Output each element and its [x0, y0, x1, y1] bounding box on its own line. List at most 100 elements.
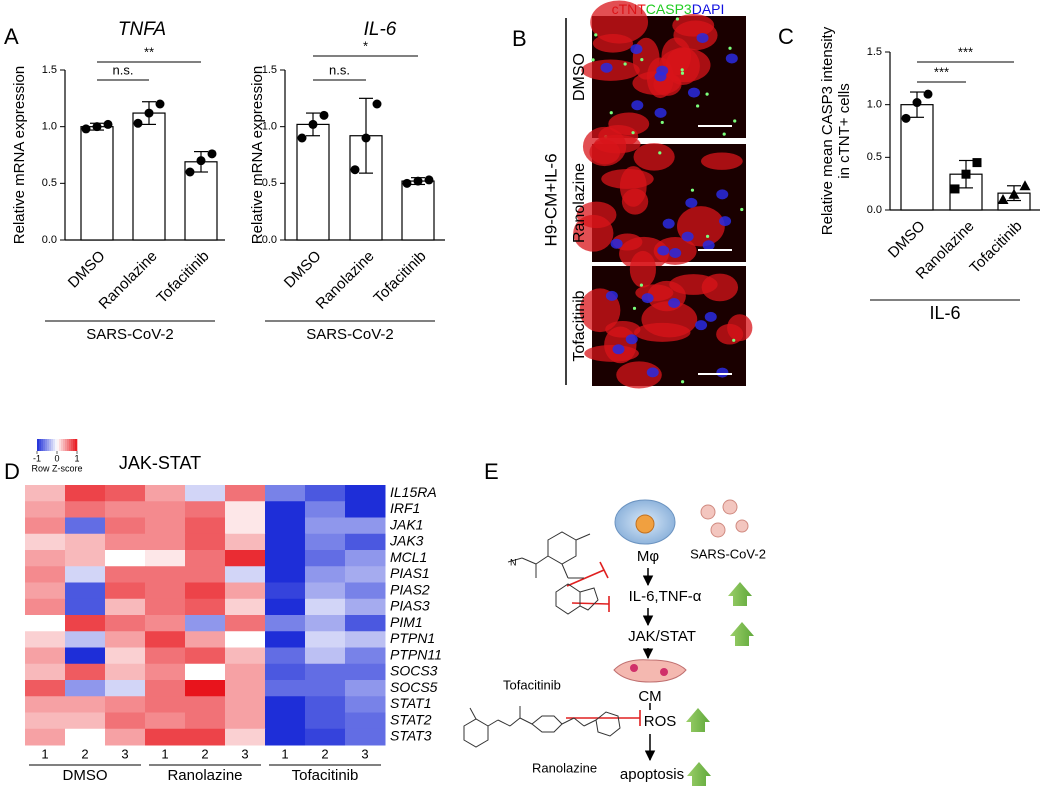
x-tick-label: DMSO	[885, 218, 929, 262]
point	[350, 165, 360, 175]
x-tick-label: DMSO	[281, 248, 325, 292]
heatmap-cell	[225, 663, 266, 681]
heatmap-cell	[105, 566, 146, 583]
heatmap-cell	[145, 566, 186, 583]
heatmap-cell	[105, 615, 146, 632]
y-tick-label: 0.0	[42, 234, 57, 246]
heatmap-cell	[25, 712, 66, 730]
chart-title: TNFA	[118, 19, 166, 40]
row-label: PIAS3	[390, 598, 430, 614]
column-label: 3	[361, 746, 368, 761]
heatmap-cell	[25, 598, 66, 616]
row-label: PTPN11	[390, 646, 442, 662]
y-tick-label: 0.5	[42, 177, 57, 189]
heatmap-cell	[225, 501, 266, 518]
significance-label: *	[363, 38, 368, 53]
heatmap-cell	[345, 631, 386, 648]
cell	[592, 34, 634, 53]
heatmap-cell	[145, 517, 186, 535]
nucleus	[696, 32, 709, 43]
condition-label: H9-CM+IL-6	[541, 153, 560, 246]
heatmap-cell	[225, 680, 266, 697]
heatmap-cell	[145, 598, 186, 616]
heatmap-cell	[105, 631, 146, 648]
colorbar-segment	[69, 439, 72, 451]
caspase-dot	[675, 17, 679, 21]
nucleus	[656, 65, 669, 76]
row-label: DMSO	[571, 53, 588, 101]
heatmap-cell	[345, 647, 386, 665]
caspase-dot	[591, 58, 595, 62]
heatmap-cell	[65, 615, 106, 632]
chart-title: IL-6	[364, 19, 397, 40]
heatmap-cell	[105, 712, 146, 730]
heatmap-cell	[145, 680, 186, 697]
heatmap-cell	[225, 550, 266, 567]
y-axis-label: Relative mRNA expression	[249, 66, 266, 244]
nucleus	[669, 247, 682, 258]
caspase-dot	[680, 68, 684, 72]
cell	[659, 47, 711, 83]
colorbar-segment	[49, 439, 52, 451]
heatmap-cell	[25, 631, 66, 648]
cell	[634, 322, 691, 342]
cardiomyocyte-icon	[613, 659, 687, 683]
point	[361, 133, 371, 143]
caspase-dot	[722, 132, 726, 136]
heatmap-cell	[265, 517, 306, 535]
heatmap-cell	[65, 566, 106, 583]
bar	[132, 112, 166, 241]
point	[424, 175, 434, 185]
row-label: PIAS2	[390, 581, 430, 597]
cell	[619, 166, 647, 207]
heatmap-cell	[225, 647, 266, 665]
nucleus	[725, 53, 738, 64]
heatmap-cell	[105, 550, 146, 567]
heatmap-cell	[105, 485, 146, 502]
heatmap-cell	[305, 712, 346, 730]
heatmap-cell	[145, 663, 186, 681]
heatmap-cell	[105, 582, 146, 600]
colorbar-segment	[75, 439, 78, 451]
heatmap-cell	[25, 582, 66, 600]
point	[92, 122, 102, 132]
point	[196, 156, 206, 166]
nucleus	[625, 334, 638, 345]
heatmap-cell	[345, 550, 386, 567]
row-label: PIM1	[390, 614, 423, 630]
group-label: IL-6	[929, 303, 960, 323]
row-label: IL15RA	[390, 484, 437, 500]
point	[402, 178, 412, 188]
row-label: IRF1	[390, 500, 420, 516]
heatmap-cell	[305, 631, 346, 648]
heatmap-cell	[185, 533, 226, 551]
nucleus	[641, 293, 654, 304]
cell	[629, 250, 657, 288]
y-tick-label: 1.5	[262, 64, 277, 76]
cell	[633, 143, 675, 171]
caspase-dot	[631, 131, 635, 135]
cell	[632, 37, 660, 80]
heatmap-cell	[185, 728, 226, 746]
point	[144, 108, 154, 118]
up-arrow	[730, 622, 754, 646]
nucleus	[600, 62, 613, 73]
panel-letter: B	[512, 26, 527, 51]
point	[103, 119, 113, 129]
cell	[576, 201, 617, 229]
colorbar-tick-label: 0	[54, 453, 59, 463]
inhibition	[566, 561, 641, 726]
heatmap-cell	[65, 696, 106, 713]
y-tick-label: 1.0	[42, 121, 57, 133]
y-axis-label: in cTNT+ cells	[836, 83, 853, 178]
point	[413, 176, 423, 186]
x-tick-label: Tofacitinib	[966, 218, 1025, 277]
heatmap-cell	[185, 550, 226, 567]
point	[133, 118, 143, 128]
cell	[590, 0, 649, 44]
point	[81, 124, 91, 134]
heatmap-cell	[105, 663, 146, 681]
colorbar-segment	[39, 439, 42, 451]
drug-label: Ranolazine	[532, 760, 597, 775]
stain: DAPI	[692, 1, 725, 17]
